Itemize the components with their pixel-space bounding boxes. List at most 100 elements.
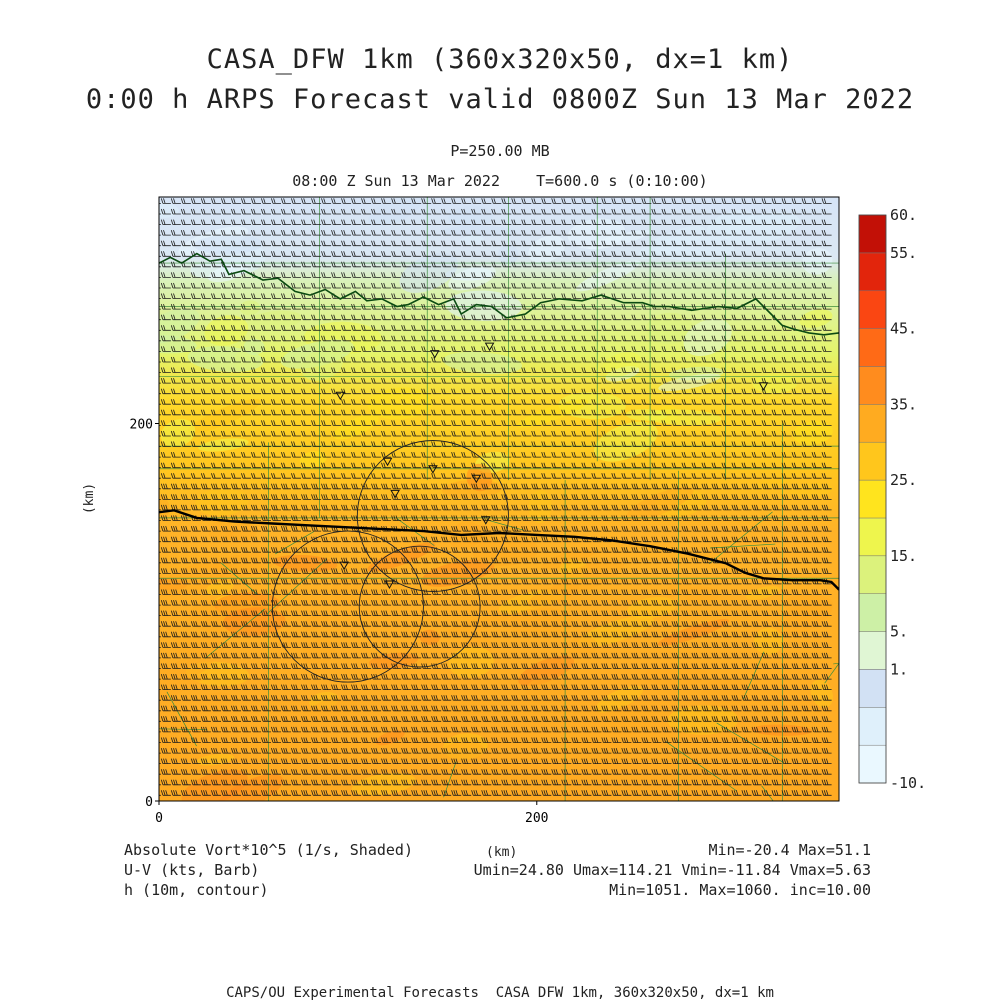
wind-barb — [581, 769, 592, 775]
vorticity-patch — [198, 438, 249, 452]
wind-barb — [321, 462, 332, 469]
wind-barb — [611, 483, 622, 490]
wind-barb — [190, 240, 201, 247]
wind-barb — [591, 515, 602, 521]
wind-barb — [651, 642, 662, 648]
wind-barb — [551, 758, 562, 764]
wind-barb — [511, 578, 522, 585]
boundary-line — [159, 509, 839, 591]
vorticity-patch — [171, 634, 224, 658]
wind-barb — [551, 303, 562, 310]
colorbar-tick-label: 1. — [890, 660, 908, 678]
wind-barb — [591, 494, 602, 500]
wind-barb — [180, 737, 191, 743]
wind-barb — [381, 684, 392, 690]
wind-barb — [311, 198, 322, 204]
wind-barb — [381, 589, 392, 595]
wind-barb — [651, 261, 662, 268]
wind-barb — [381, 621, 392, 627]
wind-barb — [361, 652, 372, 659]
wind-barb — [159, 361, 161, 363]
wind-barb — [541, 737, 552, 743]
wind-barb — [681, 356, 692, 363]
wind-barb — [681, 610, 692, 616]
wind-barb — [711, 610, 722, 616]
wind-barb — [651, 229, 662, 236]
wind-barb — [301, 547, 312, 553]
wind-barb — [301, 747, 312, 754]
wind-barb — [341, 399, 352, 405]
wind-barb — [190, 483, 201, 490]
wind-barb — [721, 631, 732, 638]
wind-barb — [631, 631, 642, 638]
wind-barb — [231, 293, 241, 299]
wind-barb — [291, 769, 301, 775]
wind-barb — [641, 251, 652, 257]
radar-range-ring — [358, 545, 481, 668]
wind-barb — [821, 346, 832, 352]
wind-barb — [551, 399, 562, 405]
wind-barb — [541, 695, 552, 701]
colorbar-segment — [858, 744, 887, 784]
wind-barb — [331, 716, 342, 722]
wind-barb — [281, 525, 291, 532]
wind-barb — [621, 737, 632, 743]
wind-barb — [491, 504, 502, 511]
wind-barb — [771, 726, 782, 733]
wind-barb — [371, 335, 382, 342]
wind-barb — [491, 346, 502, 352]
wind-barb — [371, 684, 382, 690]
wind-barb — [671, 621, 682, 627]
wind-barb — [791, 631, 802, 638]
wind-barb — [451, 599, 462, 606]
wind-barb — [190, 356, 201, 363]
wind-barb — [160, 473, 171, 479]
wind-barb — [401, 367, 412, 373]
wind-barb — [331, 663, 342, 669]
wind-barb — [381, 251, 392, 257]
wind-barb — [771, 198, 782, 204]
wind-barb — [341, 769, 352, 775]
wind-barb — [671, 568, 682, 574]
wind-barb — [631, 578, 642, 585]
wind-barb — [511, 441, 522, 447]
wind-barb — [301, 695, 312, 701]
wind-barb — [441, 430, 452, 437]
wind-barb — [401, 716, 412, 722]
wind-barb — [261, 430, 271, 437]
wind-barb — [251, 769, 261, 775]
wind-barb — [501, 451, 512, 458]
wind-barb — [631, 208, 642, 215]
wind-barb — [231, 673, 241, 680]
wind-barb — [591, 388, 602, 395]
wind-barb — [491, 705, 502, 712]
wind-barb — [251, 737, 261, 743]
wind-barb — [431, 240, 442, 247]
wind-barb — [661, 504, 672, 511]
wind-barb — [221, 314, 231, 321]
wind-barb — [781, 240, 792, 247]
wind-barb — [701, 599, 712, 606]
wind-barb — [471, 494, 482, 500]
wind-barb — [211, 790, 221, 796]
wind-barb — [711, 388, 722, 395]
wind-barb — [160, 314, 171, 321]
wind-barb — [781, 462, 792, 469]
wind-barb — [531, 684, 542, 690]
wind-barb — [159, 255, 161, 257]
wind-barb — [701, 430, 712, 437]
wind-barb — [180, 208, 191, 215]
county-line — [204, 608, 265, 659]
wind-barb — [791, 663, 802, 669]
wind-barb — [221, 240, 231, 247]
wind-barb — [791, 314, 802, 321]
vorticity-patch — [683, 318, 732, 357]
wind-barb — [541, 568, 552, 574]
vorticity-patch — [160, 419, 196, 448]
wind-barb — [221, 356, 231, 363]
wind-barb — [771, 208, 782, 215]
wind-barb — [411, 568, 422, 574]
wind-barb — [751, 716, 762, 722]
wind-barb — [311, 483, 322, 490]
wind-barb — [281, 705, 291, 712]
